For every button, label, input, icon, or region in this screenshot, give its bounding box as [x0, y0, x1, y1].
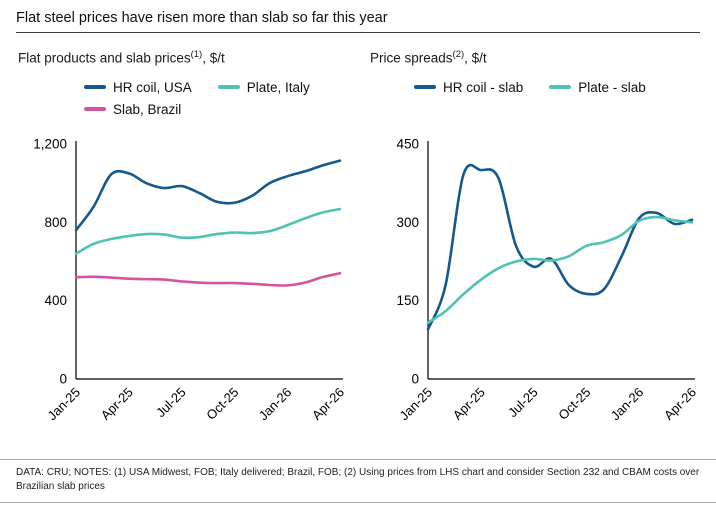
- legend-item-hr-coil-slab: HR coil - slab: [414, 80, 523, 95]
- legend-label: HR coil - slab: [443, 79, 524, 95]
- y-tick-label: 400: [44, 293, 67, 308]
- legend-label: HR coil, USA: [113, 79, 192, 95]
- y-tick-label: 300: [396, 214, 419, 229]
- x-tick-label: Oct-25: [203, 384, 241, 422]
- legend-label: Plate - slab: [578, 79, 646, 95]
- x-tick-label: Jan-25: [44, 384, 83, 423]
- left-chart-canvas: 0 400 800 1,200 Jan-25 Apr-25 Jul-25 Oct-25 Jan-…: [33, 136, 347, 423]
- x-tick-label: Apr-26: [309, 384, 347, 422]
- legend-swatch: [84, 85, 106, 89]
- y-tick-label: 0: [59, 371, 67, 386]
- charts-row: Flat products and slab prices(1), $/t HR…: [0, 33, 716, 427]
- legend-swatch: [414, 85, 436, 89]
- series-line-hr-coil-slab: [426, 163, 694, 331]
- left-chart-legend: HR coil, USA Plate, Italy Slab, Brazil: [84, 80, 364, 132]
- legend-item-slab-brazil: Slab, Brazil: [84, 102, 181, 117]
- legend-swatch: [217, 85, 240, 89]
- x-tick-label: Jan-26: [256, 384, 295, 423]
- left-chart-title: Flat products and slab prices(1), $/t: [18, 49, 358, 66]
- x-tick-label: Jul-25: [153, 384, 189, 420]
- legend-item-hr-coil-usa: HR coil, USA: [84, 80, 192, 95]
- y-tick-label: 800: [44, 214, 67, 229]
- header: Flat steel prices have risen more than s…: [0, 0, 716, 26]
- footer-notes: DATA: CRU; NOTES: (1) USA Midwest, FOB; …: [16, 467, 700, 492]
- y-tick-label: 450: [396, 136, 419, 151]
- legend-item-plate-italy: Plate, Italy: [217, 79, 310, 95]
- right-chart-legend: HR coil - slab Plate - slab: [414, 80, 714, 132]
- chart-title-unit: , $/t: [464, 50, 487, 66]
- x-tick-label: Apr-25: [98, 384, 136, 422]
- series-line-plate-italy: [74, 207, 342, 255]
- right-chart-panel: Price spreads(2), $/t HR coil - slab Plat…: [358, 41, 710, 427]
- x-tick-label: Jan-25: [396, 384, 435, 423]
- page-title: Flat steel prices have risen more than s…: [16, 10, 388, 26]
- chart-title-unit: , $/t: [202, 50, 225, 66]
- legend-label: Plate, Italy: [246, 79, 310, 95]
- legend-swatch: [549, 85, 572, 89]
- title-divider: [16, 32, 700, 33]
- x-tick-label: Apr-25: [450, 384, 488, 422]
- chart-title-text: Flat products and slab prices: [18, 50, 191, 66]
- x-tick-label: Jan-26: [608, 384, 647, 423]
- left-chart-panel: Flat products and slab prices(1), $/t HR…: [6, 41, 358, 427]
- x-tick-label: Apr-26: [661, 384, 699, 422]
- x-tick-label: Oct-25: [555, 384, 593, 422]
- x-tick-label: Jul-25: [505, 384, 541, 420]
- right-chart-title: Price spreads(2), $/t: [370, 49, 710, 66]
- footer: DATA: CRU; NOTES: (1) USA Midwest, FOB; …: [0, 459, 716, 503]
- y-tick-label: 150: [396, 293, 419, 308]
- chart-title-sup: (1): [190, 49, 203, 60]
- right-chart-canvas: 0 150 300 450 Jan-25 Apr-25 Jul-25 Oct-25 Jan-26…: [396, 136, 699, 423]
- series-line-slab-brazil: [74, 271, 342, 287]
- y-tick-label: 0: [411, 371, 419, 386]
- legend-item-plate-slab: Plate - slab: [549, 80, 646, 95]
- chart-title-text: Price spreads: [370, 50, 453, 66]
- series-line-plate-slab: [426, 215, 694, 324]
- chart-title-sup: (2): [452, 49, 465, 60]
- y-tick-label: 1,200: [33, 136, 67, 151]
- legend-label: Slab, Brazil: [113, 101, 182, 117]
- legend-swatch: [84, 107, 106, 111]
- series-line-hr-coil-usa: [74, 158, 342, 231]
